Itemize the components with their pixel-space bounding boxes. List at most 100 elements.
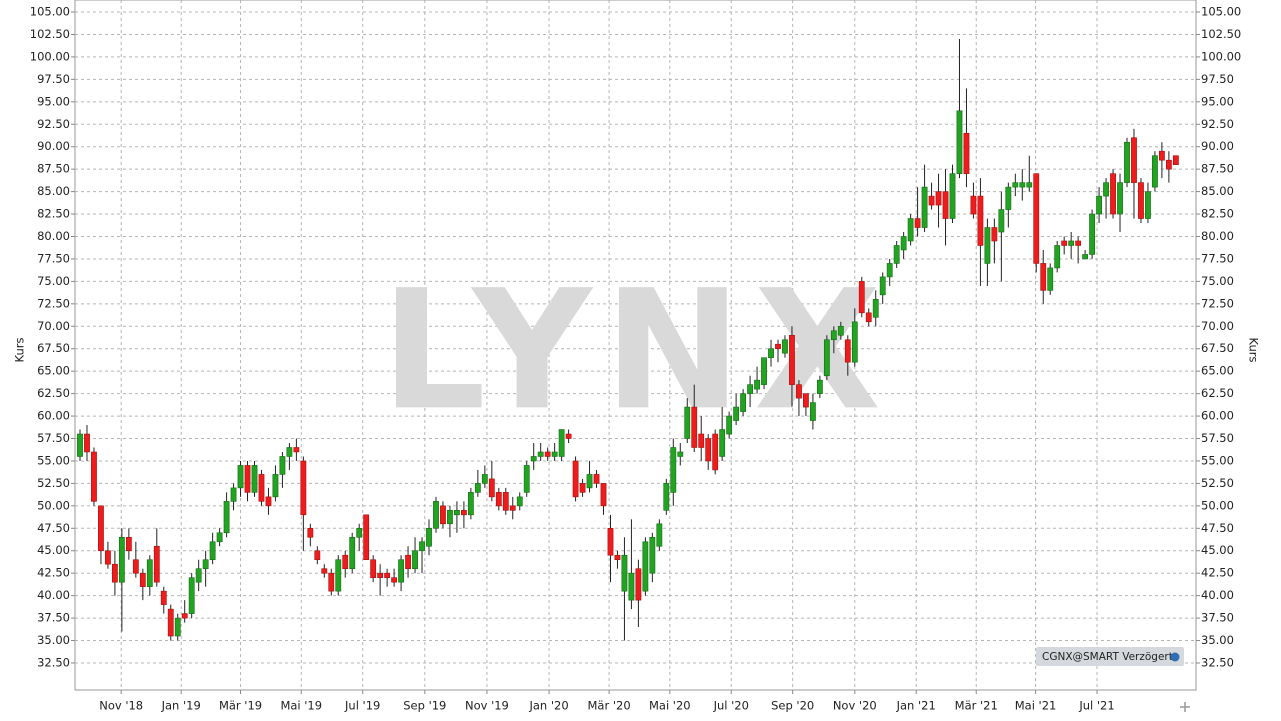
candle-body bbox=[139, 572, 146, 587]
y-tick-label-right: 35.00 bbox=[1201, 633, 1234, 647]
candle-body bbox=[223, 501, 230, 534]
candle-body bbox=[1159, 150, 1165, 161]
candle-body bbox=[377, 572, 384, 578]
x-tick-label: Mär '21 bbox=[955, 699, 998, 713]
candle-body bbox=[1054, 245, 1061, 269]
candle-body bbox=[1075, 240, 1082, 246]
candle-body bbox=[237, 465, 244, 489]
candle-body bbox=[900, 236, 907, 251]
y-tick-label-right: 37.50 bbox=[1201, 611, 1234, 625]
candle-body bbox=[733, 406, 740, 421]
candle-body bbox=[342, 554, 349, 570]
candle-body bbox=[474, 483, 481, 493]
candle-body bbox=[1068, 240, 1075, 246]
y-tick-label: 72.50 bbox=[37, 296, 70, 310]
candle-body bbox=[112, 563, 118, 583]
candle-body bbox=[84, 433, 90, 453]
candle-body bbox=[272, 474, 279, 498]
y-tick-label: 97.50 bbox=[37, 72, 70, 86]
candle-body bbox=[1145, 191, 1151, 219]
candle-body bbox=[1047, 267, 1054, 291]
candle-body bbox=[265, 496, 272, 507]
y-tick-label: 50.00 bbox=[37, 498, 70, 512]
y-tick-label: 105.00 bbox=[30, 5, 70, 19]
x-tick-label: Jul '19 bbox=[344, 699, 380, 713]
y-tick-label-right: 40.00 bbox=[1201, 588, 1234, 602]
candle-body bbox=[865, 312, 872, 323]
candle-body bbox=[858, 281, 865, 314]
candle-body bbox=[1012, 182, 1019, 188]
candle-body bbox=[286, 447, 293, 457]
y-tick-label: 77.50 bbox=[37, 251, 70, 265]
candle-body bbox=[1082, 254, 1089, 260]
candle-body bbox=[1138, 182, 1144, 219]
x-tick-label: Jul '20 bbox=[713, 699, 749, 713]
candle-body bbox=[907, 218, 914, 242]
y-tick-label-right: 80.00 bbox=[1201, 229, 1234, 243]
candle-body bbox=[1019, 182, 1026, 188]
candle-body bbox=[307, 527, 314, 538]
candle-body bbox=[893, 245, 900, 264]
candle-body bbox=[558, 429, 565, 457]
zoom-icon bbox=[1180, 702, 1190, 712]
y-tick-label: 52.50 bbox=[37, 476, 70, 490]
x-tick-label: Jul '21 bbox=[1078, 699, 1114, 713]
candle-body bbox=[230, 487, 237, 502]
candle-body bbox=[321, 568, 328, 574]
candle-body bbox=[600, 483, 607, 507]
y-tick-label: 47.50 bbox=[37, 521, 70, 535]
x-tick-label: Nov '18 bbox=[99, 699, 143, 713]
candle-body bbox=[314, 550, 321, 561]
candle-body bbox=[244, 465, 251, 493]
candle-body bbox=[977, 195, 984, 246]
candle-body bbox=[447, 510, 453, 525]
candle-body bbox=[523, 465, 530, 493]
y-tick-label: 87.50 bbox=[37, 162, 70, 176]
candle-body bbox=[544, 451, 551, 457]
badge-icon bbox=[1170, 652, 1180, 662]
candle-body bbox=[251, 465, 258, 493]
candle-body bbox=[77, 433, 83, 457]
candle-body bbox=[105, 550, 111, 565]
candle-body bbox=[691, 406, 698, 448]
y-tick-label: 85.00 bbox=[37, 184, 70, 198]
candle-body bbox=[1089, 213, 1095, 255]
candle-body bbox=[1005, 186, 1012, 210]
candle-body bbox=[460, 510, 467, 516]
candle-body bbox=[928, 195, 935, 206]
candle-body bbox=[886, 263, 893, 278]
y-tick-label-right: 70.00 bbox=[1201, 319, 1234, 333]
candle-body bbox=[768, 348, 774, 359]
candle-body bbox=[153, 545, 160, 583]
candle-body bbox=[551, 451, 558, 457]
x-tick-label: Jan '21 bbox=[896, 699, 936, 713]
candle-body bbox=[949, 173, 956, 219]
y-tick-label-right: 77.50 bbox=[1201, 251, 1234, 265]
candle-body bbox=[809, 402, 816, 421]
candle-body bbox=[628, 572, 635, 601]
candle-body bbox=[684, 406, 691, 439]
candle-body bbox=[991, 227, 998, 242]
candle-body bbox=[956, 110, 963, 174]
candle-body bbox=[635, 568, 642, 601]
candle-body bbox=[1124, 141, 1130, 183]
candle-body bbox=[935, 191, 942, 206]
y-tick-label-right: 60.00 bbox=[1201, 409, 1234, 423]
candle-body bbox=[454, 510, 460, 516]
candle-body bbox=[914, 218, 921, 228]
candle-body bbox=[970, 195, 977, 215]
badge-text: CGNX@SMART Verzögert bbox=[1042, 651, 1173, 663]
y-tick-label: 35.00 bbox=[37, 633, 70, 647]
candle-body bbox=[803, 393, 809, 408]
y-tick-label: 55.00 bbox=[37, 453, 70, 467]
candle-body bbox=[181, 613, 188, 619]
candle-body bbox=[433, 501, 439, 529]
y-tick-label: 32.50 bbox=[37, 655, 70, 669]
candle-body bbox=[98, 505, 104, 552]
candle-body bbox=[621, 554, 628, 592]
y-tick-label: 57.50 bbox=[37, 431, 70, 445]
candle-body bbox=[405, 554, 411, 570]
y-tick-label-right: 90.00 bbox=[1201, 139, 1234, 153]
candle-body bbox=[1172, 155, 1179, 165]
